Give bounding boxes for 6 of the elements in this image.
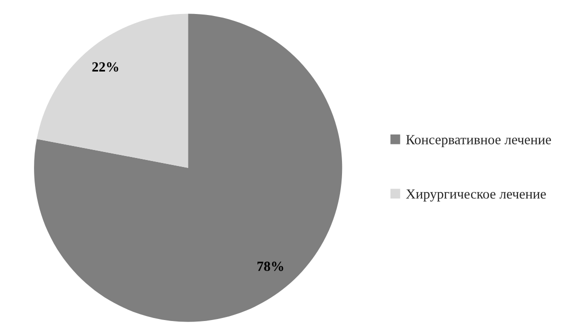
data-label: 22% [92,62,118,72]
legend-label: Хирургическое лечение [406,189,546,202]
legend-label: Консервативное лечение [406,135,551,148]
pie-slice [34,14,342,322]
pie-slice [36,14,188,168]
data-label: 78% [257,262,284,272]
